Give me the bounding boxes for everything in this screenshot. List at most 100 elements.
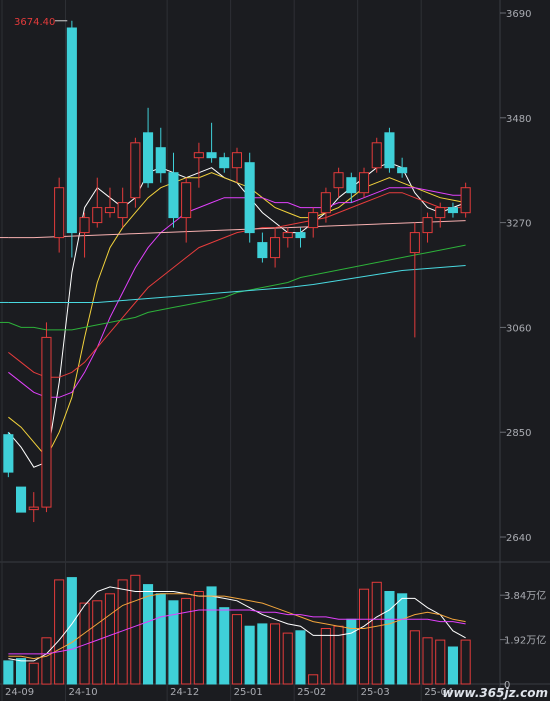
volume-bar-up <box>130 574 141 685</box>
candle-up <box>320 192 331 214</box>
volume-bar-up <box>28 662 39 685</box>
max-price-label: 3674.40 <box>14 17 55 28</box>
volume-ma-lines <box>8 586 466 662</box>
candle-down <box>168 172 179 219</box>
date-tick-label: 25-04 <box>424 687 453 698</box>
candle-up <box>435 207 446 219</box>
volume-bar-down <box>346 618 357 685</box>
ma10-line <box>8 172 466 459</box>
kline-candles <box>3 20 471 523</box>
volume-bar-down <box>155 593 166 685</box>
kline-grid <box>1 0 506 701</box>
volume-bar-down <box>3 660 14 685</box>
candle-up <box>28 506 39 511</box>
volume-bar-down <box>66 577 77 685</box>
candle-down <box>397 167 408 174</box>
candle-up <box>130 142 141 199</box>
candle-up <box>422 217 433 234</box>
watermark: www.365jz.com <box>442 686 548 700</box>
candle-up <box>79 217 90 234</box>
kline-ma-lines <box>0 162 466 468</box>
candle-up <box>460 187 471 214</box>
candle-up <box>308 212 319 229</box>
price-tick-label: 2640 <box>506 533 531 544</box>
date-tick-label: 25-03 <box>361 687 390 698</box>
date-axis: 24-09 24-10 24-12 25-01 25-02 25-03 25-04 <box>5 687 453 698</box>
date-tick-label: 25-01 <box>234 687 263 698</box>
volume-bar-up <box>231 614 242 685</box>
vol-ma10-line <box>8 593 466 660</box>
ma30-line <box>8 192 466 378</box>
price-tick-label: 3690 <box>506 9 531 20</box>
ma120-line <box>8 265 466 303</box>
volume-bar-up <box>320 628 331 685</box>
vol-ma20-line <box>8 609 466 655</box>
price-tick-label: 3480 <box>506 114 531 125</box>
candle-up <box>333 172 344 189</box>
volume-bar-up <box>270 623 281 685</box>
candle-up <box>282 232 293 239</box>
volume-bar-down <box>397 593 408 685</box>
date-tick-label: 24-12 <box>170 687 199 698</box>
candle-down <box>295 232 306 239</box>
volume-bar-up <box>308 674 319 685</box>
candle-up <box>104 207 116 214</box>
candle-down <box>244 162 255 234</box>
candle-up <box>359 172 370 194</box>
volume-tick-label: 3.84万亿 <box>504 589 546 602</box>
volume-bar-up <box>371 581 382 685</box>
volume-bar-up <box>193 591 204 685</box>
volume-bar-up <box>422 637 433 685</box>
volume-axis: 3.84万亿 1.92万亿 0 <box>500 589 546 691</box>
price-tick-label: 2850 <box>506 428 531 439</box>
candle-down <box>346 177 357 194</box>
date-tick-label: 25-02 <box>297 687 326 698</box>
ma60-line <box>8 244 466 331</box>
candle-up <box>193 152 204 159</box>
price-axis: 3690 3480 3270 3060 2850 2640 <box>506 9 531 544</box>
volume-tick-label: 1.92万亿 <box>504 634 546 647</box>
candle-down <box>257 242 268 259</box>
candle-down <box>16 486 27 513</box>
candle-up <box>92 207 103 224</box>
candle-up <box>231 152 242 169</box>
candle-down <box>384 132 395 169</box>
volume-bar-down <box>384 591 395 685</box>
volume-bars <box>3 574 471 685</box>
volume-bar-down <box>206 586 217 685</box>
price-tick-label: 3270 <box>506 219 531 230</box>
volume-bar-up <box>54 579 65 685</box>
candle-down <box>3 434 14 473</box>
candle-down <box>219 157 230 169</box>
volume-bar-up <box>104 593 116 685</box>
candle-up <box>371 142 382 169</box>
candle-down <box>447 207 458 214</box>
volume-bar-down <box>219 607 230 685</box>
ma250-line <box>8 220 466 239</box>
volume-bar-down <box>168 600 179 685</box>
volume-bar-up <box>92 600 103 685</box>
volume-bar-down <box>143 584 154 685</box>
candle-down <box>155 147 166 174</box>
date-tick-label: 24-10 <box>69 687 98 698</box>
volume-bar-up <box>41 637 52 685</box>
date-tick-label: 24-09 <box>5 687 34 698</box>
vol-ma5-line <box>8 586 466 662</box>
candle-up <box>117 202 128 219</box>
candle-up <box>41 336 52 508</box>
volume-bar-up <box>282 632 293 685</box>
price-tick-label: 3060 <box>506 323 531 334</box>
candle-up <box>270 237 281 259</box>
volume-bar-up <box>460 639 471 685</box>
candle-up <box>181 182 192 219</box>
volume-bar-up <box>359 588 370 685</box>
ma20-line <box>8 187 466 398</box>
volume-bar-down <box>447 646 458 685</box>
volume-bar-up <box>409 630 420 685</box>
volume-tick-label: 0 <box>504 680 510 691</box>
candle-down <box>143 132 154 184</box>
candle-up <box>409 232 420 254</box>
volume-bar-down <box>257 623 268 685</box>
